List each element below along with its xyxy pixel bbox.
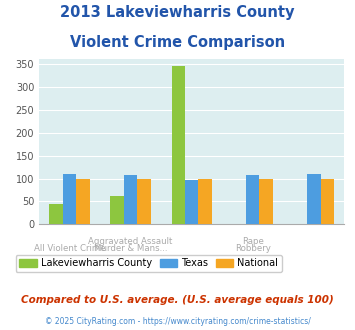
- Text: Robbery: Robbery: [235, 244, 271, 253]
- Bar: [63, 174, 76, 224]
- Text: Rape: Rape: [242, 237, 264, 246]
- Bar: [246, 175, 260, 224]
- Bar: [307, 174, 321, 224]
- Bar: [124, 175, 137, 224]
- Bar: [76, 179, 90, 224]
- Text: 2013 Lakeviewharris County: 2013 Lakeviewharris County: [60, 5, 295, 20]
- Bar: [321, 179, 334, 224]
- Text: © 2025 CityRating.com - https://www.cityrating.com/crime-statistics/: © 2025 CityRating.com - https://www.city…: [45, 317, 310, 326]
- Text: All Violent Crime: All Violent Crime: [34, 244, 105, 253]
- Bar: [110, 196, 124, 224]
- Bar: [137, 180, 151, 224]
- Text: Compared to U.S. average. (U.S. average equals 100): Compared to U.S. average. (U.S. average …: [21, 295, 334, 305]
- Text: Aggravated Assault: Aggravated Assault: [88, 237, 173, 246]
- Bar: [260, 179, 273, 224]
- Bar: [185, 180, 198, 224]
- Bar: [49, 204, 63, 224]
- Legend: Lakeviewharris County, Texas, National: Lakeviewharris County, Texas, National: [16, 254, 282, 272]
- Bar: [198, 179, 212, 224]
- Text: Violent Crime Comparison: Violent Crime Comparison: [70, 35, 285, 50]
- Text: Murder & Mans...: Murder & Mans...: [94, 244, 168, 253]
- Bar: [171, 66, 185, 224]
